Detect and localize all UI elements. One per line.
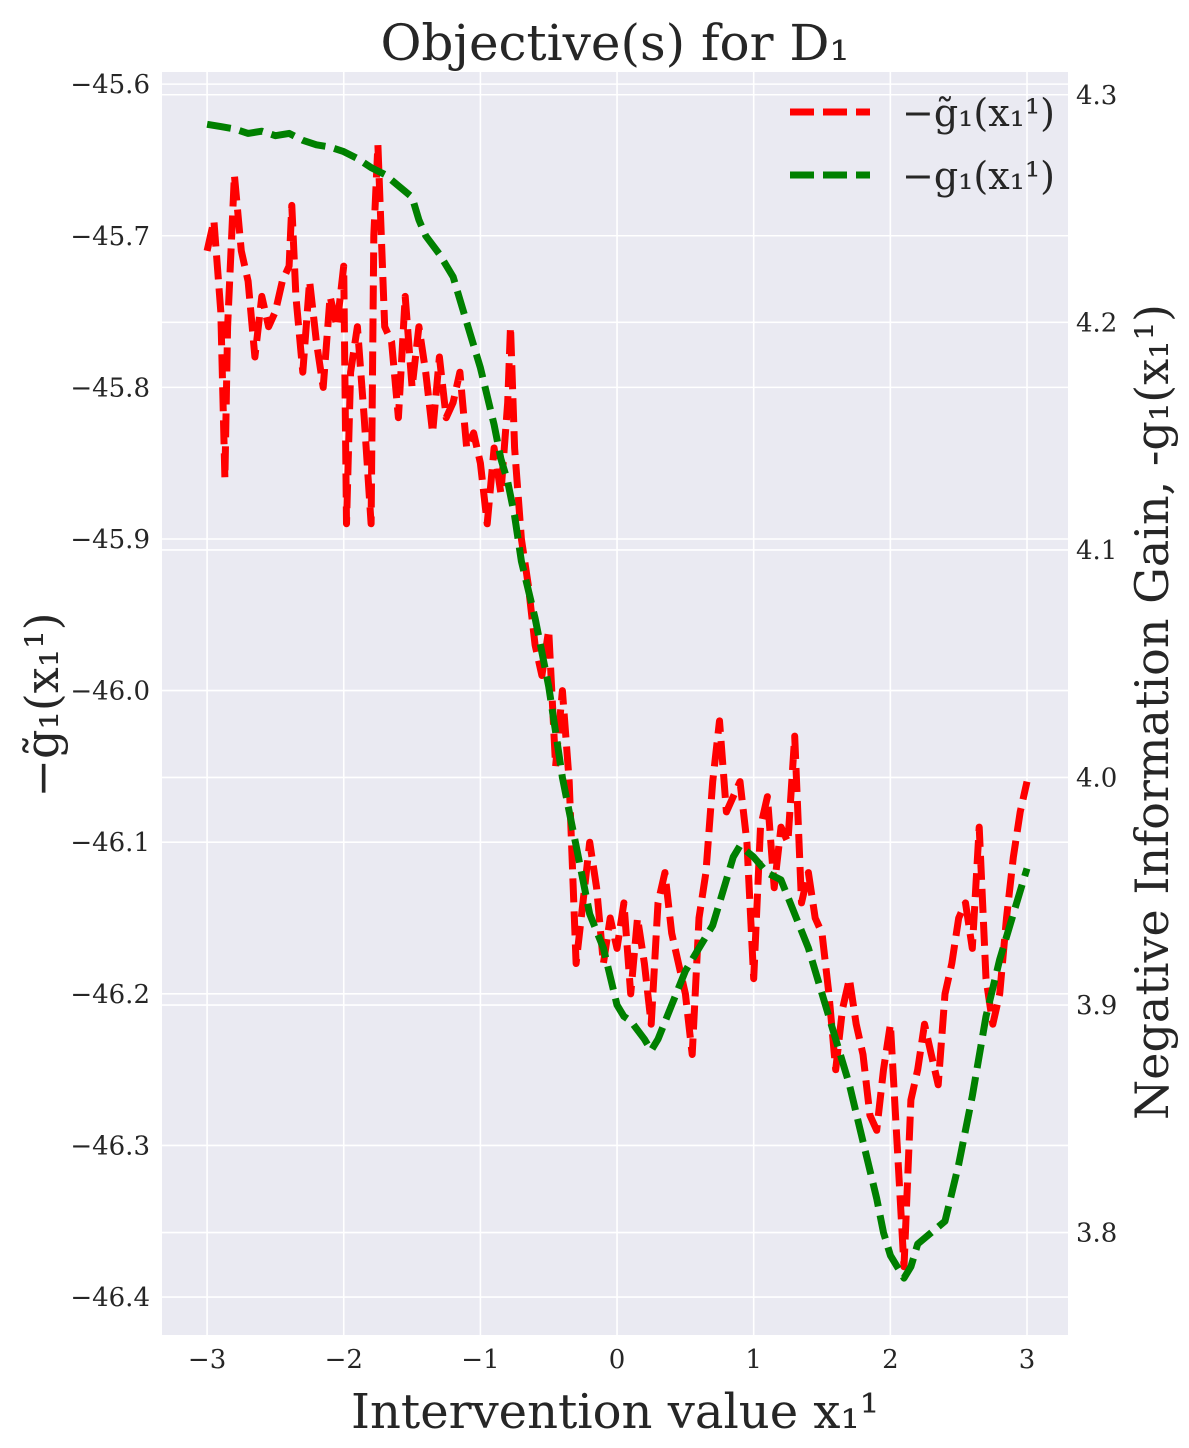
y-tick-label-right: 4.2	[1076, 308, 1117, 338]
y-tick-label-left: −46.0	[70, 677, 150, 707]
y-axis-label-right: Negative Information Gain, -g₁(x₁¹)	[1125, 304, 1179, 1120]
x-tick-label: −3	[188, 1345, 226, 1375]
y-tick-labels-left: −45.6 −45.7 −45.8 −45.9 −46.0 −46.1 −46.2 −46.3…	[70, 70, 150, 1313]
y-tick-label-left: −46.1	[70, 828, 150, 858]
x-tick-labels: −3 −2 −1 0 1 2 3	[188, 1345, 1035, 1375]
x-axis-label: Intervention value x₁¹	[351, 1384, 879, 1440]
y-tick-label-left: −45.7	[70, 222, 150, 252]
y-tick-label-right: 4.3	[1076, 81, 1117, 111]
y-tick-label-left: −46.2	[70, 980, 150, 1010]
x-tick-label: −2	[325, 1345, 363, 1375]
series-line-1	[203, 141, 1031, 1271]
x-tick-label: 3	[1019, 1345, 1036, 1375]
y-tick-label-right: 3.8	[1076, 1219, 1117, 1249]
x-tick-label: 1	[745, 1345, 762, 1375]
y-tick-label-right: 4.0	[1076, 763, 1117, 793]
y-tick-label-right: 3.9	[1076, 991, 1117, 1021]
x-tick-label: 2	[882, 1345, 899, 1375]
series-line-2	[206, 120, 1031, 1282]
y-tick-label-left: −45.8	[70, 373, 150, 403]
y-axis-label-left: −g̃₁(x₁¹)	[15, 612, 69, 797]
x-tick-label: −1	[461, 1345, 499, 1375]
y-tick-label-left: −46.3	[70, 1131, 150, 1161]
y-tick-label-left: −45.6	[70, 70, 150, 100]
y-tick-label-left: −46.4	[70, 1283, 150, 1313]
x-tick-label: 0	[609, 1345, 626, 1375]
legend: −g̃₁(x₁¹) −g₁(x₁¹)	[790, 91, 1055, 198]
chart-title: Objective(s) for D₁	[380, 14, 849, 72]
series-layer	[203, 120, 1031, 1282]
legend-label-series-2: −g₁(x₁¹)	[902, 154, 1055, 198]
y-tick-label-right: 4.1	[1076, 536, 1117, 566]
y-tick-label-left: −45.9	[70, 525, 150, 555]
plot-background	[162, 72, 1068, 1335]
y-tick-labels-right: 4.3 4.2 4.1 4.0 3.9 3.8	[1076, 81, 1117, 1249]
grid	[162, 72, 1068, 1335]
legend-label-series-1: −g̃₁(x₁¹)	[902, 91, 1055, 135]
